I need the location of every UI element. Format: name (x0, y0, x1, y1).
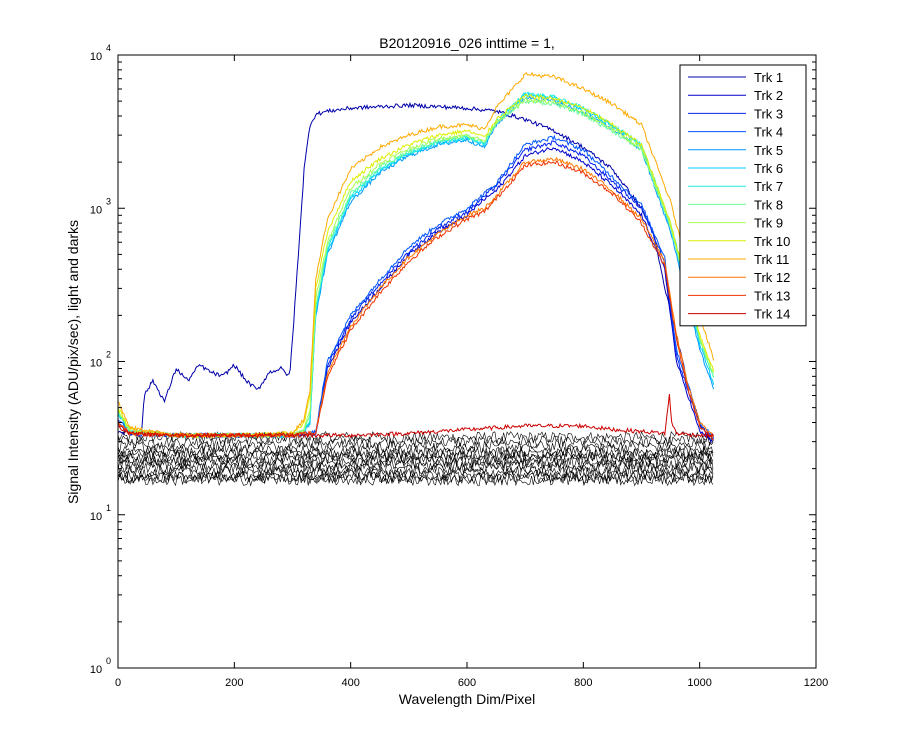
series-lines (117, 71, 715, 444)
legend-label: Trk 2 (754, 88, 783, 103)
x-tick-label: 1200 (804, 677, 828, 689)
legend-label: Trk 6 (754, 161, 783, 176)
series-line-trk-14 (117, 393, 715, 439)
legend-box (679, 64, 807, 327)
legend-label: Trk 14 (754, 307, 790, 322)
legend-label: Trk 12 (754, 270, 790, 285)
y-tick-label: 10 (90, 664, 102, 676)
y-tick-label-exponent: 4 (106, 43, 111, 53)
y-tick-label: 10 (90, 51, 102, 63)
dark-trace-10 (117, 461, 714, 476)
x-tick-label: 200 (225, 677, 243, 689)
y-tick-label: 10 (90, 511, 102, 523)
legend-label: Trk 11 (754, 252, 789, 267)
dark-traces (117, 430, 714, 487)
dark-trace-14 (117, 472, 714, 487)
x-tick-label: 1000 (687, 677, 711, 689)
legend-label: Trk 7 (754, 179, 783, 194)
dark-trace-7 (117, 452, 714, 467)
y-tick-label-exponent: 1 (106, 503, 111, 513)
dark-trace-9 (117, 458, 714, 473)
x-tick-label: 600 (458, 677, 476, 689)
legend-label: Trk 10 (754, 234, 790, 249)
x-axis-label: Wavelength Dim/Pixel (399, 691, 535, 707)
chart-title: B20120916_026 inttime = 1, (379, 35, 555, 51)
y-tick-label: 10 (90, 358, 102, 370)
legend: Trk 1 Trk 2 Trk 3 Trk 4 Trk 5 Trk 6 Trk 7 Trk 8… (679, 64, 807, 327)
legend-label: Trk 13 (754, 288, 790, 303)
y-tick-label: 10 (90, 204, 102, 216)
legend-label: Trk 4 (754, 125, 783, 140)
legend-label: Trk 1 (754, 70, 783, 85)
legend-label: Trk 9 (754, 216, 783, 231)
y-axis-label: Signal Intensity (ADU/pix/sec), light an… (65, 220, 81, 504)
legend-label: Trk 5 (754, 143, 783, 158)
dark-trace-8 (117, 455, 714, 470)
x-tick-label: 800 (574, 677, 592, 689)
series-line-trk-1 (117, 101, 712, 444)
y-tick-label-exponent: 2 (106, 350, 111, 360)
y-tick-label-exponent: 0 (106, 656, 111, 666)
dark-trace-4 (117, 444, 714, 459)
x-tick-label: 400 (341, 677, 359, 689)
x-axis: 0 200 400 600 800 1000 1200 (115, 55, 828, 689)
y-axis: 10 0 10 1 10 2 10 3 10 4 (90, 43, 816, 676)
dark-trace-12 (117, 468, 714, 483)
x-tick-label: 0 (115, 677, 121, 689)
y-tick-label-exponent: 3 (106, 196, 111, 206)
legend-label: Trk 3 (754, 106, 783, 121)
legend-label: Trk 8 (754, 197, 783, 212)
